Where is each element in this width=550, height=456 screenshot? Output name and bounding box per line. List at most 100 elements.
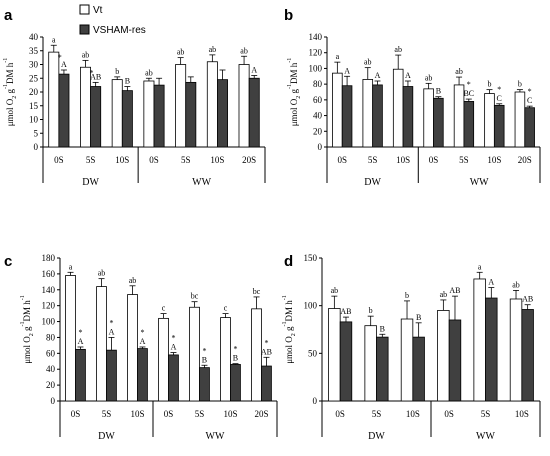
y-tick-label: 5 [34,128,39,138]
significance-letter: B [125,77,130,86]
y-tick-label: 100 [309,63,323,73]
significance-letter: B [416,313,421,322]
legend-swatch-vt [79,4,90,15]
significance-letter: ab [145,68,153,77]
bar-vsham [168,354,179,402]
bar-vt [484,93,495,148]
bar-vsham [341,85,353,148]
significance-letter: c [224,304,228,313]
group-label-dw: DW [82,177,99,188]
significance-letter: AB [522,295,533,304]
bar-vsham [90,86,102,148]
y-tick-label: 0 [51,396,56,406]
bar-vsham [230,364,241,402]
significance-letter: A [251,66,257,75]
bar-vsham [412,336,425,402]
bar-vt [175,64,187,148]
y-tick-label: 100 [304,301,318,311]
bar-vsham [524,107,535,148]
bar-vt [65,275,76,402]
significance-star: * [528,87,532,96]
y-tick-label: 25 [29,73,39,83]
significance-star: * [89,68,93,77]
y-tick-label: 20 [313,126,323,136]
x-tick-label: 20S [518,155,532,165]
x-tick-label: 10S [130,409,144,419]
x-tick-label: 0S [429,155,439,165]
y-tick-label: 60 [46,348,56,358]
significance-letter: a [336,52,340,61]
panel-letter-c: c [4,253,12,270]
significance-letter: B [233,354,238,363]
significance-star: * [497,85,501,94]
bar-vsham [261,365,272,402]
bar-vt [220,317,231,402]
bar-vsham [433,97,444,148]
x-tick-label: 0S [164,409,174,419]
bar-vsham [58,73,70,148]
significance-letter: A [61,60,67,69]
y-tick-label: 160 [42,269,56,279]
significance-star: * [202,346,206,355]
significance-star: * [233,345,237,354]
bar-vt [111,79,123,148]
bar-vt [332,72,343,148]
x-tick-label: 5S [481,409,491,419]
significance-letter: AB [449,286,460,295]
bar-vsham [137,348,148,402]
x-tick-label: 0S [149,155,159,165]
panel-letter-d: d [284,253,293,270]
y-tick-label: 15 [29,101,39,111]
y-tick-label: 40 [46,364,56,374]
significance-letter: AB [340,307,351,316]
y-tick-label: 35 [29,46,39,56]
x-tick-label: 0S [337,155,347,165]
panel-letter-a: a [4,7,13,24]
x-tick-label: 0S [71,409,81,419]
bar-vsham [153,84,165,148]
significance-letter: BC [463,89,474,98]
bar-vt [473,278,486,402]
bar-vt [514,91,526,148]
significance-letter: A [375,71,381,80]
y-tick-label: 140 [42,285,56,295]
y-tick-label: 120 [42,301,56,311]
significance-letter: ab [512,280,520,289]
significance-letter: ab [440,290,448,299]
significance-star: * [467,80,471,89]
y-tick-label: 140 [309,32,323,42]
significance-letter: A [488,278,494,287]
y-tick-label: 50 [308,348,318,358]
bar-vsham [185,81,197,148]
y-axis-label: μmol O2 g-1DM h-1 [287,58,302,127]
y-tick-label: 40 [313,111,323,121]
x-tick-label: 5S [195,409,205,419]
group-label-dw: DW [98,431,115,442]
significance-letter: ab [98,269,106,278]
y-axis-label: μmol O2 g-1DM h-1 [282,295,297,364]
significance-letter: A [78,337,84,346]
legend-label-vt: Vt [93,5,103,16]
significance-star: * [78,328,82,337]
y-tick-label: 150 [304,253,318,263]
group-label-ww: WW [476,431,495,442]
significance-letter: ab [394,45,402,54]
bar-vt [80,66,91,148]
bar-vt [127,294,138,402]
bar-vsham [75,348,86,402]
bar-vsham [521,309,534,402]
y-tick-label: 60 [313,95,323,105]
y-tick-label: 0 [313,396,318,406]
bar-vsham [248,77,260,148]
bar-vt [206,61,218,148]
significance-letter: A [140,337,146,346]
significance-letter: b [115,67,119,76]
bar-vt [509,298,523,402]
significance-letter: C [497,94,502,103]
bar-vsham [376,336,389,402]
y-tick-label: 120 [309,48,323,58]
significance-star: * [264,338,268,347]
